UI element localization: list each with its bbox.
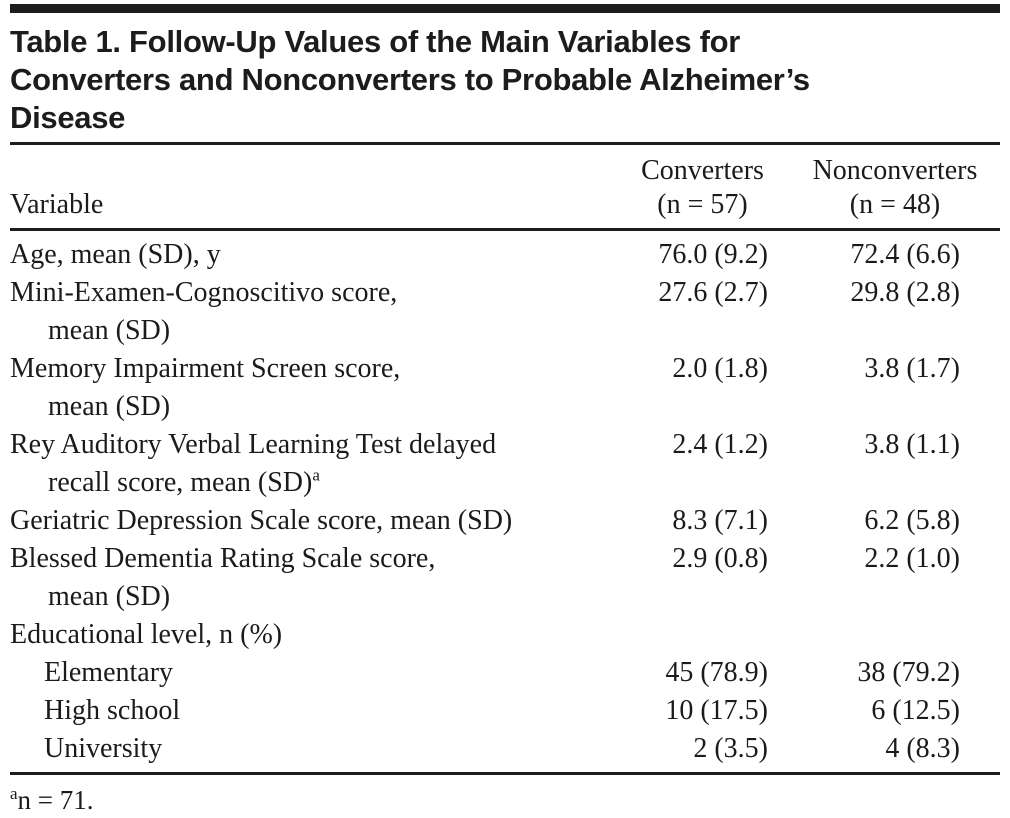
converters-value: 2.4 (1.2) <box>672 429 768 460</box>
variable-label-continuation: mean (SD) <box>48 315 171 346</box>
variable-label: Educational level, n (%) <box>10 619 283 650</box>
table-title-line: Disease <box>10 100 126 135</box>
variable-cell: Age, mean (SD), y <box>10 230 615 275</box>
converters-value: 2.0 (1.8) <box>672 353 768 384</box>
variable-cell: University <box>10 730 615 772</box>
variable-label: Memory Impairment Screen score, <box>10 353 401 384</box>
variable-label-continuation: recall score, mean (SD)a <box>48 465 320 498</box>
table-row: Geriatric Depression Scale score, mean (… <box>10 502 1000 540</box>
variable-label: Rey Auditory Verbal Learning Test delaye… <box>10 429 497 460</box>
footnote-text: n = 71. <box>17 785 94 815</box>
table-row: Blessed Dementia Rating Scale score, mean… <box>10 540 1000 616</box>
column-header-converters: Converters (n = 57) <box>615 142 790 231</box>
table-footnote: an = 71. <box>10 775 1000 818</box>
converters-value: 10 (17.5) <box>665 695 768 726</box>
footnote-marker: a <box>10 784 18 803</box>
table-row: Memory Impairment Screen score, mean (SD)… <box>10 350 1000 426</box>
variable-label: High school <box>44 695 181 726</box>
variable-cell: Mini-Examen-Cognoscitivo score, mean (SD) <box>10 274 615 350</box>
table-row: Rey Auditory Verbal Learning Test delaye… <box>10 426 1000 502</box>
variable-label: University <box>44 733 163 764</box>
converters-value <box>615 616 790 654</box>
table-title: Table 1. Follow-Up Values of the Main Va… <box>10 23 1000 137</box>
variable-cell: Educational level, n (%) <box>10 616 615 654</box>
nonconverters-value: 3.8 (1.1) <box>864 429 960 460</box>
table-row: Age, mean (SD), y 76.0 (9.2) 72.4 (6.6) <box>10 230 1000 275</box>
variable-cell: Rey Auditory Verbal Learning Test delaye… <box>10 426 615 502</box>
footnote-divider-rule <box>10 772 1000 775</box>
table-row: High school 10 (17.5) 6 (12.5) <box>10 692 1000 730</box>
header-row: Variable Converters (n = 57) Nonconverte… <box>10 142 1000 231</box>
converters-value: 27.6 (2.7) <box>658 277 768 308</box>
converters-group-name: Converters <box>641 155 764 186</box>
nonconverters-value <box>790 616 1000 654</box>
footnote-reference-marker: a <box>312 465 320 485</box>
converters-value: 45 (78.9) <box>665 657 768 688</box>
nonconverters-value: 6.2 (5.8) <box>864 505 960 536</box>
variable-label-continuation: mean (SD) <box>48 391 171 422</box>
table-body: Age, mean (SD), y 76.0 (9.2) 72.4 (6.6) Min… <box>10 230 1000 773</box>
table-row: University 2 (3.5) 4 (8.3) <box>10 730 1000 772</box>
converters-value: 2 (3.5) <box>693 733 768 764</box>
table-title-line: Table 1. Follow-Up Values of the Main Va… <box>10 24 741 59</box>
nonconverters-value: 3.8 (1.7) <box>864 353 960 384</box>
nonconverters-value: 2.2 (1.0) <box>864 543 960 574</box>
variable-label: Geriatric Depression Scale score, mean (… <box>10 505 513 536</box>
variable-cell: Elementary <box>10 654 615 692</box>
variable-cell: High school <box>10 692 615 730</box>
converters-value: 76.0 (9.2) <box>658 239 768 270</box>
variable-label: Age, mean (SD), y <box>10 239 221 270</box>
nonconverters-value: 6 (12.5) <box>871 695 960 726</box>
table-row: Elementary 45 (78.9) 38 (79.2) <box>10 654 1000 692</box>
converters-value: 8.3 (7.1) <box>672 505 768 536</box>
nonconverters-group-n: (n = 48) <box>849 189 941 220</box>
table-header: Variable Converters (n = 57) Nonconverte… <box>10 142 1000 231</box>
nonconverters-group-name: Nonconverters <box>812 155 978 186</box>
variable-label: Blessed Dementia Rating Scale score, <box>10 543 436 574</box>
variable-label: Mini-Examen-Cognoscitivo score, <box>10 277 398 308</box>
data-table: Variable Converters (n = 57) Nonconverte… <box>10 142 1000 772</box>
variable-label-continuation: mean (SD) <box>48 581 171 612</box>
nonconverters-value: 38 (79.2) <box>857 657 960 688</box>
table-top-bar <box>10 4 1000 13</box>
column-header-variable: Variable <box>10 142 615 231</box>
table-title-line: Converters and Nonconverters to Probable… <box>10 62 810 97</box>
nonconverters-value: 29.8 (2.8) <box>850 277 960 308</box>
table-row: Mini-Examen-Cognoscitivo score, mean (SD)… <box>10 274 1000 350</box>
column-header-nonconverters: Nonconverters (n = 48) <box>790 142 1000 231</box>
converters-value: 2.9 (0.8) <box>672 543 768 574</box>
variable-column-label: Variable <box>10 189 104 220</box>
variable-label: Elementary <box>44 657 174 688</box>
variable-cell: Geriatric Depression Scale score, mean (… <box>10 502 615 540</box>
variable-cell: Blessed Dementia Rating Scale score, mean… <box>10 540 615 616</box>
nonconverters-value: 4 (8.3) <box>885 733 960 764</box>
table-row: Educational level, n (%) <box>10 616 1000 654</box>
converters-group-n: (n = 57) <box>657 189 748 220</box>
nonconverters-value: 72.4 (6.6) <box>850 239 960 270</box>
variable-cell: Memory Impairment Screen score, mean (SD) <box>10 350 615 426</box>
